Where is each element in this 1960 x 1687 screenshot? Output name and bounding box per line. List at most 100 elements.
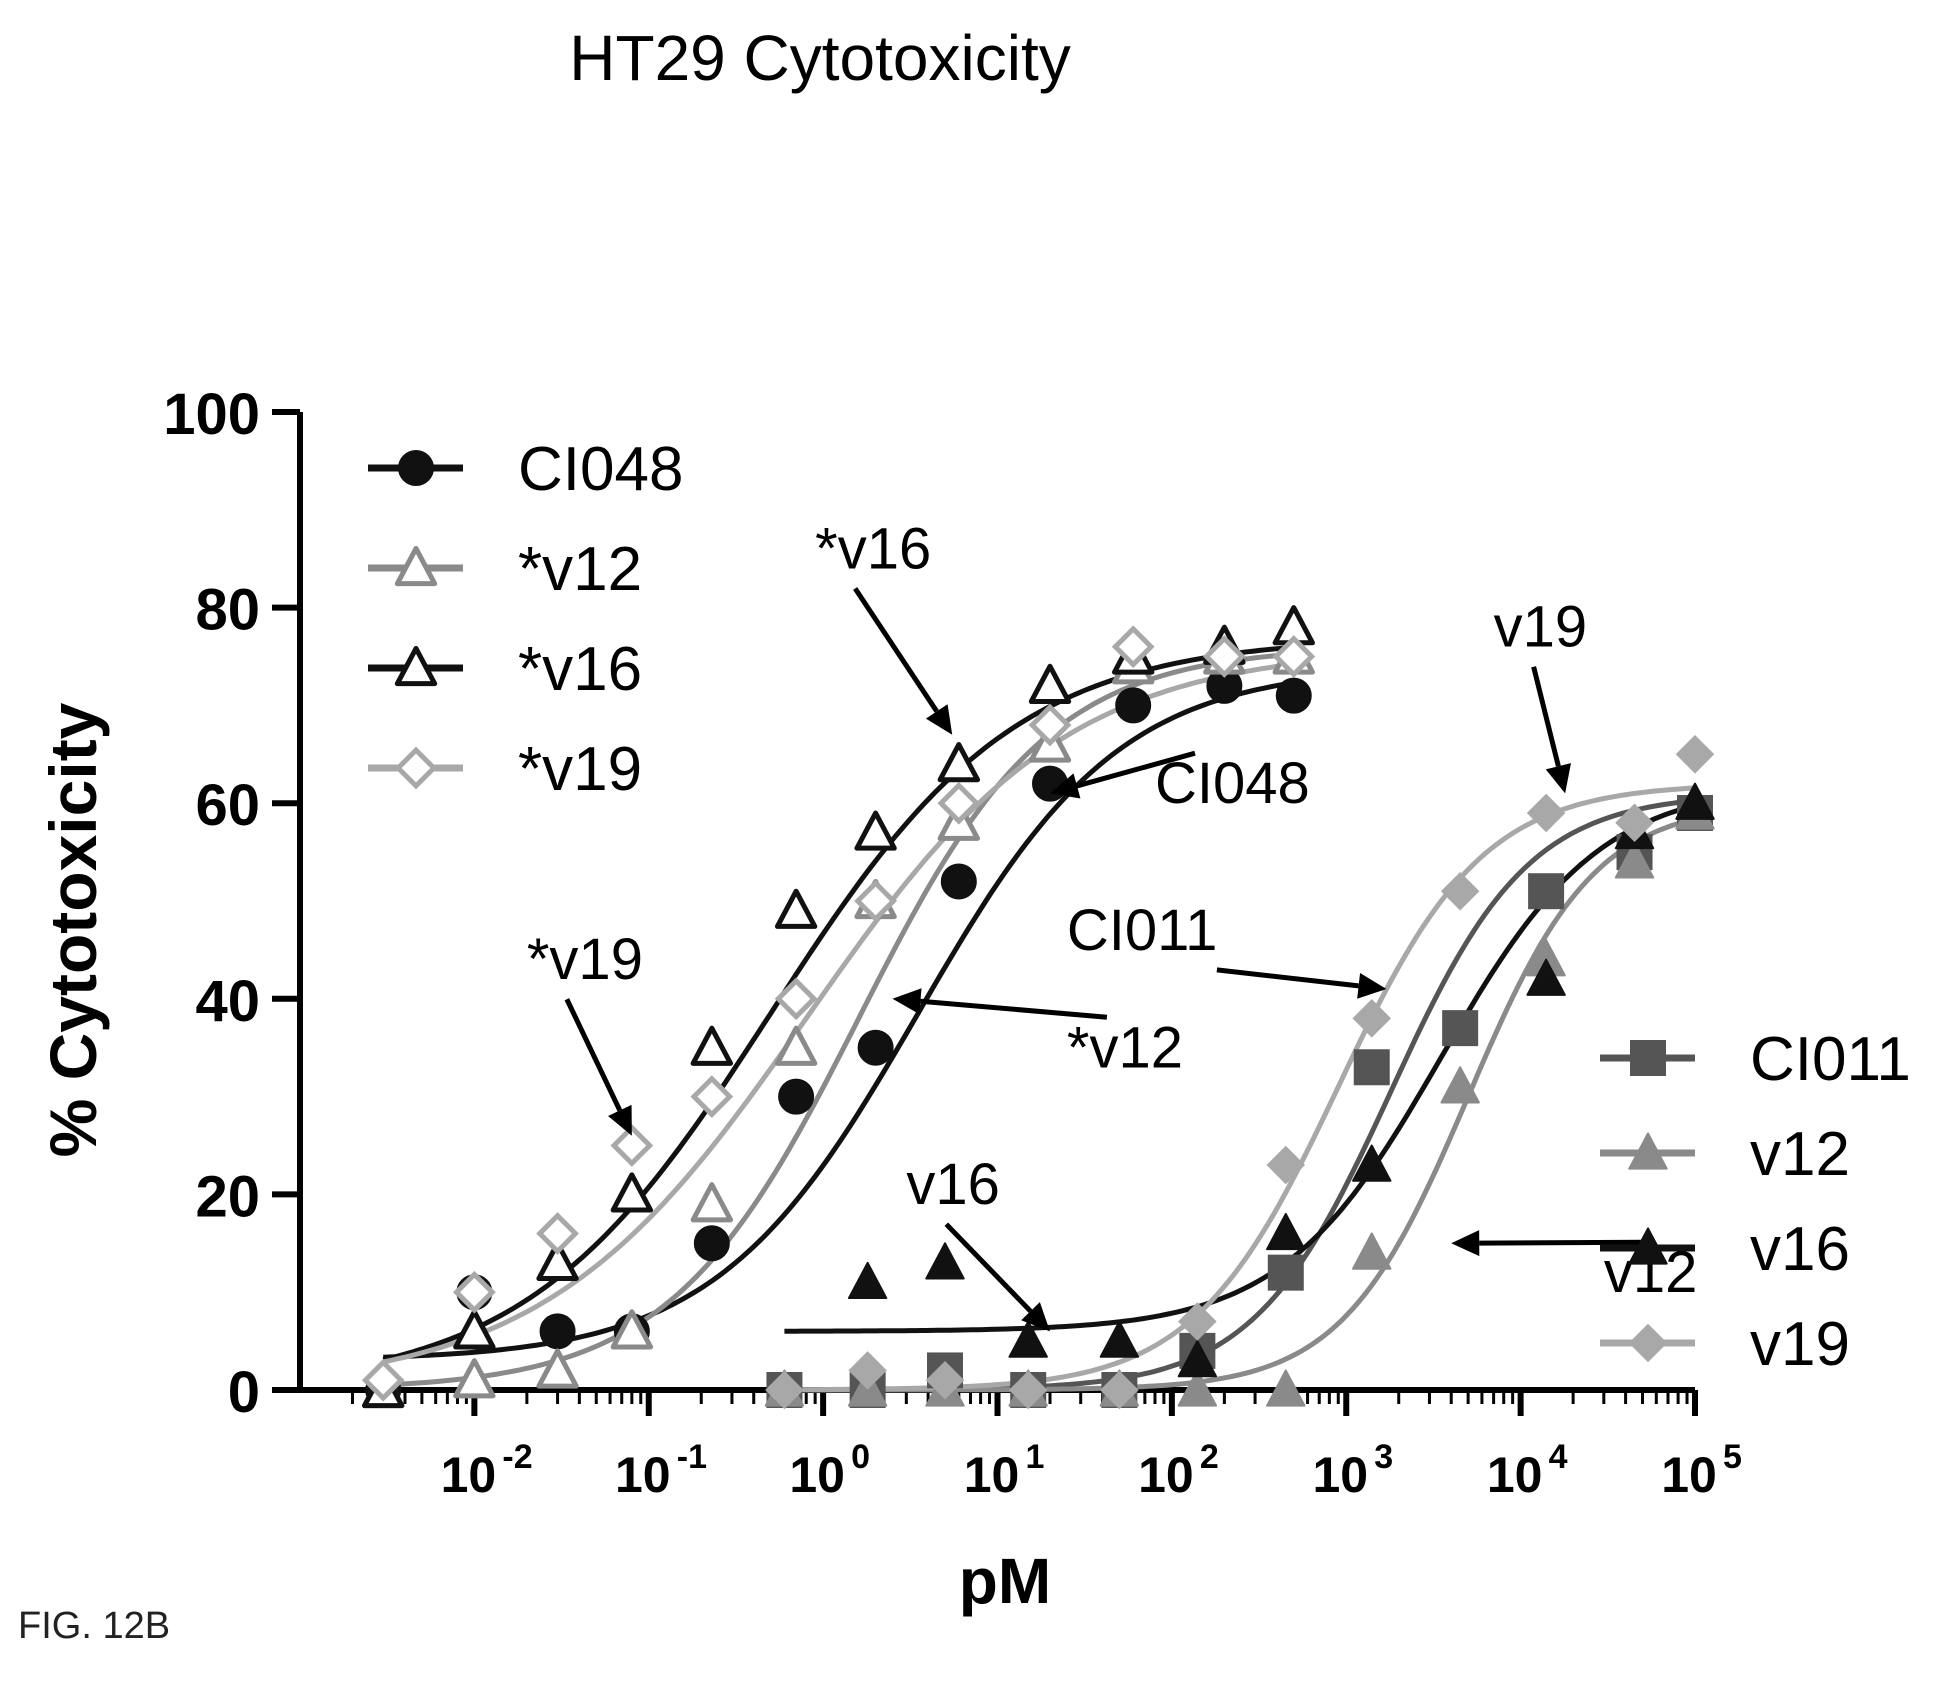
data-point-star-v19 [937, 781, 981, 825]
legend-item-star-v16: *v16 [368, 635, 642, 704]
marker-shape [774, 977, 818, 1021]
marker-shape [1177, 1340, 1218, 1378]
marker-shape [1352, 1232, 1392, 1270]
data-point-star-v12 [610, 1309, 654, 1350]
marker-shape [857, 1029, 894, 1066]
marker-shape [1353, 1049, 1390, 1086]
data-point-ci048 [778, 1078, 815, 1115]
data-point-v16 [1008, 1320, 1048, 1358]
annotation-label: *v12 [1067, 1015, 1183, 1080]
legend-label: CI048 [518, 435, 683, 504]
annotation-arrow-line [1216, 967, 1359, 989]
legend-item-ci048: CI048 [368, 435, 683, 504]
marker-shape [1352, 999, 1391, 1038]
x-axis-label: pM [959, 1545, 1051, 1617]
data-point-v19 [1008, 1370, 1048, 1410]
data-point-v16 [1177, 1340, 1218, 1378]
data-point-star-v19 [774, 977, 818, 1021]
annotation-label: *v16 [815, 516, 931, 581]
annotation-label: v16 [906, 1152, 1000, 1217]
legend-top-left: CI048 *v12 *v16 *v19 [368, 435, 683, 804]
annotation-arrow-line [1076, 750, 1196, 789]
data-point-v16 [847, 1261, 888, 1300]
data-point-star-v16 [690, 1025, 734, 1066]
marker-shape [1266, 1145, 1306, 1185]
marker-shape [610, 1309, 654, 1350]
marker-shape [1630, 1040, 1666, 1076]
marker-shape [1115, 687, 1152, 724]
annotation-arrow-line [564, 998, 623, 1112]
marker-shape [778, 1078, 815, 1115]
legend-item-star-v12: *v12 [368, 535, 642, 604]
marker-shape [1100, 1370, 1139, 1410]
annotation-arrow-head [925, 704, 953, 735]
data-point-ci048 [539, 1313, 576, 1350]
data-point-star-v16 [536, 1240, 579, 1281]
x-tick-exponent: 0 [851, 1438, 870, 1476]
marker-shape [536, 1348, 579, 1389]
legend-right: CI011 v12 v16 v19 [1600, 1025, 1911, 1379]
data-point-ci048 [1115, 687, 1152, 724]
marker-shape [1028, 663, 1072, 704]
marker-shape [690, 1075, 734, 1118]
data-point-v16 [1099, 1320, 1140, 1358]
marker-shape [1526, 793, 1566, 833]
data-point-v16 [1675, 782, 1715, 820]
legend-marker [394, 645, 438, 687]
legend-marker [1630, 1040, 1666, 1076]
data-point-v12 [1177, 1369, 1218, 1407]
marker-shape [1275, 677, 1312, 714]
data-point-star-v19 [1111, 625, 1155, 669]
data-point-star-v19 [536, 1212, 579, 1255]
marker-shape [1266, 1212, 1306, 1251]
data-point-ci011 [1353, 1049, 1390, 1086]
marker-shape [1352, 1144, 1392, 1182]
data-point-ci048 [693, 1225, 730, 1262]
data-point-v19 [1178, 1302, 1217, 1341]
x-tick-label: 10 [964, 1447, 1020, 1503]
marker-shape [453, 1358, 496, 1399]
data-point-v19 [925, 1360, 965, 1400]
fit-curve-ci048 [383, 680, 1295, 1360]
data-point-ci011 [1267, 1254, 1304, 1291]
marker-shape [1440, 1066, 1480, 1104]
marker-shape [847, 1261, 888, 1300]
marker-shape [1675, 782, 1715, 820]
x-tick-exponent: 3 [1374, 1438, 1393, 1476]
data-point-ci048 [1275, 677, 1312, 714]
x-tick-exponent: 5 [1723, 1438, 1742, 1476]
x-tick-label: 10 [789, 1447, 845, 1503]
marker-shape [1440, 871, 1480, 911]
data-point-v19 [1266, 1145, 1306, 1185]
y-tick-label: 60 [195, 773, 260, 838]
marker-shape [774, 1025, 818, 1066]
y-tick-label: 0 [228, 1360, 260, 1425]
marker-shape [848, 1351, 887, 1390]
marker-shape [1008, 1320, 1048, 1358]
annotation-arrow-line [920, 998, 1108, 1020]
x-tick-label: 10 [1661, 1447, 1717, 1503]
legend-label: v19 [1750, 1310, 1850, 1379]
marker-shape [394, 746, 438, 790]
data-point-v12 [1614, 841, 1655, 879]
marker-shape [452, 1270, 496, 1314]
chart-title: HT29 Cytotoxicity [569, 22, 1070, 94]
data-point-v19 [848, 1351, 887, 1390]
annotation-arrow-head [1451, 1230, 1480, 1257]
data-point-star-v16 [937, 742, 981, 783]
x-tick-exponent: -1 [677, 1438, 707, 1476]
marker-shape [610, 1172, 654, 1213]
marker-shape [1628, 1227, 1668, 1265]
data-point-star-v16 [774, 888, 818, 929]
annotation-label: CI048 [1155, 751, 1310, 816]
legend-label: *v19 [518, 735, 642, 804]
marker-shape [1178, 1302, 1217, 1341]
marker-shape [1111, 625, 1155, 669]
legend-marker [394, 545, 438, 587]
data-point-star-v16 [1028, 663, 1072, 704]
x-tick-label: 10 [615, 1447, 671, 1503]
x-tick-exponent: 1 [1026, 1438, 1045, 1476]
